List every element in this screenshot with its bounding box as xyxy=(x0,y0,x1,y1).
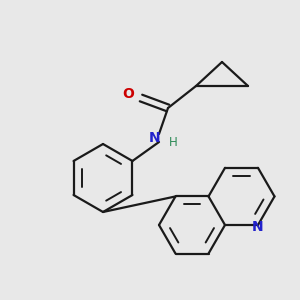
Text: H: H xyxy=(169,136,177,148)
Text: O: O xyxy=(122,87,134,101)
Text: N: N xyxy=(252,220,264,234)
Text: N: N xyxy=(149,131,161,145)
